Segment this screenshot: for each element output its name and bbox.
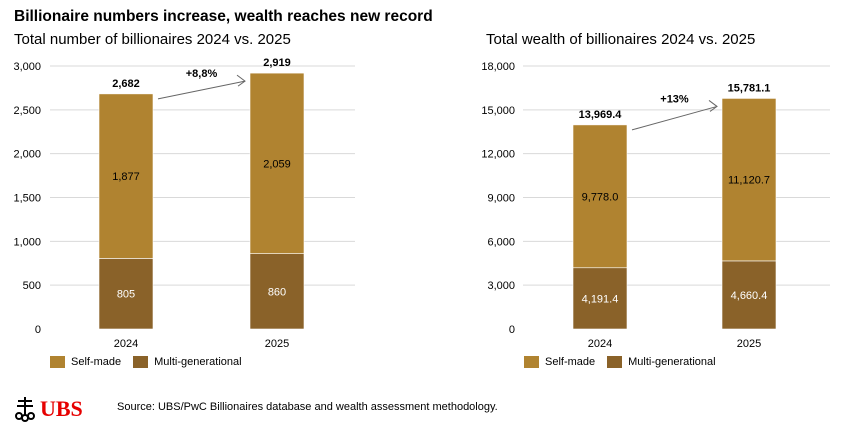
y-tick-label: 6,000	[487, 236, 515, 248]
bar-value-label: 11,120.7	[728, 175, 770, 187]
legend-label-multi-generational: Multi-generational	[154, 356, 242, 368]
bar-self-made	[98, 93, 154, 259]
x-tick-label: 2025	[737, 338, 761, 350]
bar-value-label: 2,059	[263, 158, 291, 170]
y-tick-label: 12,000	[481, 149, 515, 161]
y-tick-label: 2,500	[13, 105, 41, 117]
y-tick-label: 18,000	[481, 61, 515, 73]
y-tick-label: 9,000	[487, 193, 515, 205]
legend-wealth: Self-made Multi-generational	[524, 356, 716, 368]
y-tick-label: 3,000	[13, 61, 41, 73]
y-tick-label: 0	[509, 324, 515, 336]
bar-value-label: 860	[268, 286, 286, 298]
total-label: 13,969.4	[579, 109, 623, 121]
bar-self-made	[721, 98, 777, 262]
legend-label-self-made: Self-made	[545, 356, 596, 368]
y-tick-label: 1,000	[13, 236, 41, 248]
bar-value-label: 4,660.4	[731, 290, 768, 302]
legend-count: Self-made Multi-generational	[50, 356, 242, 368]
legend-label-multi-generational: Multi-generational	[628, 356, 716, 368]
total-label: 2,682	[112, 78, 140, 90]
bar-self-made	[249, 72, 305, 254]
y-tick-label: 2,000	[13, 149, 41, 161]
bar-value-label: 4,191.4	[582, 293, 619, 305]
bar-value-label: 9,778.0	[582, 191, 619, 203]
ubs-logo: UBS	[14, 396, 83, 422]
arrow-head-icon	[708, 100, 718, 112]
legend-swatch-self-made	[50, 356, 65, 368]
bar-multi-generational	[98, 258, 154, 330]
legend-label-self-made: Self-made	[71, 356, 122, 368]
total-label: 15,781.1	[728, 82, 771, 94]
keys-icon	[15, 397, 35, 422]
bar-value-label: 1,877	[112, 171, 140, 183]
growth-annotation: +8,8%	[186, 68, 218, 80]
source-note: Source: UBS/PwC Billionaires database an…	[117, 401, 498, 413]
y-tick-label: 3,000	[487, 280, 515, 292]
legend-swatch-self-made	[524, 356, 539, 368]
x-tick-label: 2025	[265, 338, 289, 350]
bar-multi-generational	[572, 267, 628, 330]
chart-title-count: Total number of billionaires 2024 vs. 20…	[14, 31, 291, 48]
y-tick-label: 1,500	[13, 193, 41, 205]
x-tick-label: 2024	[114, 338, 138, 350]
y-tick-label: 0	[35, 324, 41, 336]
bar-value-label: 805	[117, 289, 135, 301]
y-tick-label: 500	[23, 280, 41, 292]
main-title: Billionaire numbers increase, wealth rea…	[14, 8, 433, 25]
chart-title-wealth: Total wealth of billionaires 2024 vs. 20…	[486, 31, 756, 48]
legend-swatch-multi-generational	[133, 356, 149, 368]
arrow-head-icon	[236, 74, 246, 87]
total-label: 2,919	[263, 57, 291, 69]
y-tick-label: 15,000	[481, 105, 515, 117]
legend-swatch-multi-generational	[607, 356, 623, 368]
logo-text: UBS	[40, 396, 83, 421]
growth-annotation: +13%	[660, 93, 689, 105]
growth-arrow	[631, 105, 718, 131]
x-tick-label: 2024	[588, 338, 612, 350]
bar-multi-generational	[249, 253, 305, 330]
growth-arrow	[157, 80, 246, 100]
bar-self-made	[572, 124, 628, 269]
